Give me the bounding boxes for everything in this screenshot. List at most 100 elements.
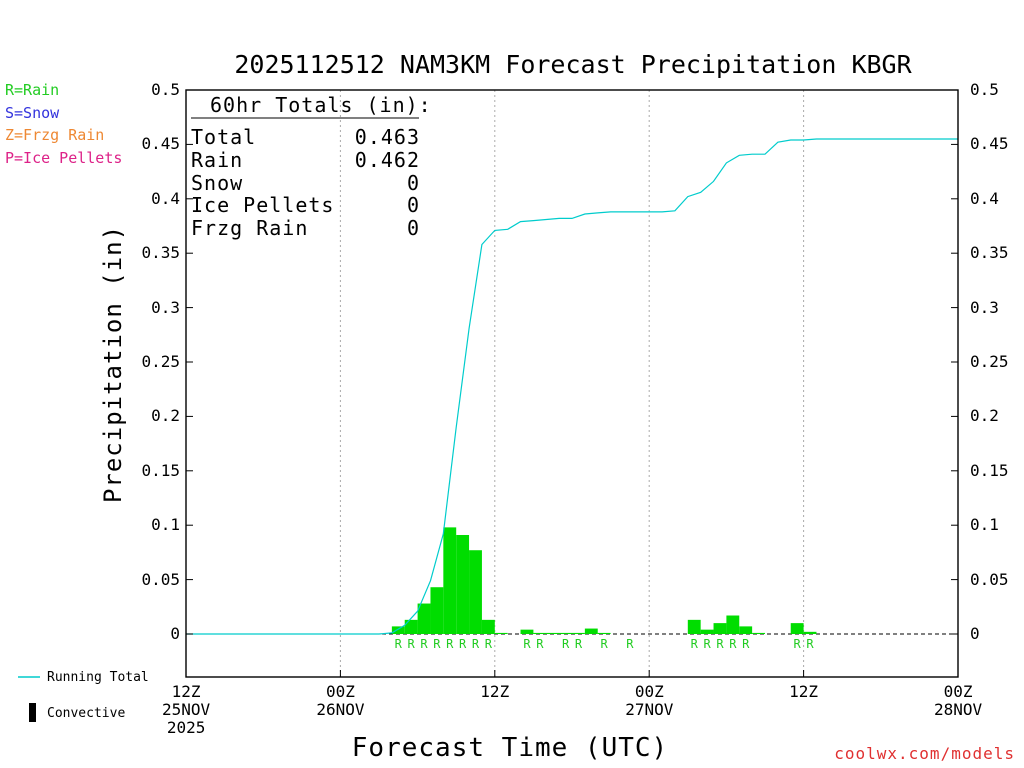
totals-row-value: 0 <box>406 170 420 195</box>
totals-row-value: 0 <box>406 193 420 218</box>
precip-type-label: R <box>729 637 737 651</box>
precip-type-label: R <box>575 637 583 651</box>
x-tick-label-line: 00Z <box>634 682 664 701</box>
type-legend-item: P=Ice Pellets <box>5 148 123 167</box>
x-tick-label: 12Z <box>789 683 818 701</box>
precip-type-label: R <box>703 637 711 651</box>
x-tick-label: 12Z 25NOV 2025 <box>162 683 210 737</box>
x-tick-label-line: 26NOV <box>316 700 365 719</box>
precip-type-label: R <box>523 637 531 651</box>
convective-swatch <box>29 703 36 722</box>
precip-type-label: R <box>420 637 428 651</box>
precip-type-label: R <box>408 637 416 651</box>
precip-type-label: R <box>716 637 724 651</box>
x-tick-label: 12Z <box>480 683 509 701</box>
precip-type-label: R <box>691 637 699 651</box>
precip-bar <box>391 626 405 634</box>
precip-type-label: R <box>806 637 814 651</box>
axes <box>185 89 959 677</box>
y-tick-label-right: 0.15 <box>970 460 1009 480</box>
y-tick-label-right: 0.35 <box>970 243 1009 263</box>
y-tick-label-left: 0.15 <box>141 460 180 480</box>
precip-bar <box>443 527 457 634</box>
precip-bar <box>430 587 444 634</box>
y-tick-label-left: 0 <box>170 624 180 643</box>
x-tick-label-line: 00Z <box>943 682 973 701</box>
precip-bar <box>584 628 598 634</box>
precip-type-label: R <box>562 637 570 651</box>
totals-row-label: Snow <box>191 170 244 195</box>
y-tick-label-right: 0.1 <box>970 515 999 535</box>
y-tick-label-right: 0.45 <box>970 134 1009 154</box>
type-legend-item: Z=Frzg Rain <box>5 126 105 145</box>
totals-header: 60hr Totals (in): <box>210 93 432 117</box>
y-tick-label-right: 0.25 <box>970 352 1009 371</box>
type-legend-item: R=Rain <box>5 81 60 99</box>
precip-bar <box>687 619 701 634</box>
precip-bar <box>404 619 418 634</box>
precip-type-label: R <box>433 637 441 651</box>
precip-bar <box>494 632 508 634</box>
y-tick-label-left: 0.05 <box>141 569 180 589</box>
y-tick-label-left: 0.5 <box>151 80 180 99</box>
x-tick-label-line: 28NOV <box>934 700 983 719</box>
chart-title: 2025112512 NAM3KM Forecast Precipitation… <box>234 50 912 79</box>
x-tick-label-line: 12Z <box>480 682 510 701</box>
y-axis-title: Precipitation (in) <box>99 224 127 504</box>
y-tick-label-right: 0.05 <box>970 569 1009 589</box>
footer-credit: coolwx.com/models <box>834 744 1015 763</box>
x-tick-label: 00Z 28NOV <box>934 683 982 719</box>
precip-bar <box>713 623 727 634</box>
precip-type-label: R <box>794 637 802 651</box>
y-tick-label-right: 0.3 <box>970 297 999 317</box>
y-tick-label-right: 0.4 <box>970 188 999 208</box>
x-tick-label-line: 25NOV <box>162 700 211 719</box>
precip-type-label: R <box>472 637 480 651</box>
precip-bar <box>572 632 585 634</box>
precip-type-label: R <box>446 637 454 651</box>
x-tick-label: 00Z 27NOV <box>625 683 673 719</box>
precip-bar <box>520 629 534 634</box>
y-tick-label-left: 0.2 <box>151 406 180 426</box>
precip-bar <box>469 550 482 634</box>
precip-bar <box>559 632 572 634</box>
precip-type-label: R <box>459 637 467 651</box>
totals-row-label: Frzg Rain <box>191 216 309 241</box>
totals-row-value: 0.463 <box>354 125 420 149</box>
running-total-line <box>186 138 958 635</box>
x-tick-label-line: 12Z <box>171 682 201 701</box>
convective-legend-label: Convective <box>47 706 126 721</box>
precip-type-label: R <box>485 637 493 651</box>
precip-bar <box>803 631 817 634</box>
precip-bar <box>417 603 431 634</box>
totals-row-label: Ice Pellets <box>191 193 335 218</box>
x-tick-label-line: 2025 <box>166 718 206 737</box>
totals-row-value: 0.462 <box>354 147 420 172</box>
x-tick-label-line: 27NOV <box>625 700 674 719</box>
x-axis-title: Forecast Time (UTC) <box>351 733 669 763</box>
y-tick-label-right: 0.5 <box>970 80 999 99</box>
y-tick-label-left: 0.35 <box>141 243 180 263</box>
y-tick-label-right: 0.2 <box>970 406 999 426</box>
totals-row-label: Rain <box>191 147 244 172</box>
precip-bar <box>790 623 804 634</box>
totals-row-label: Total <box>191 125 257 149</box>
precip-type-label: R <box>742 637 750 651</box>
precip-bar <box>726 615 740 634</box>
precip-type-label: R <box>626 637 634 651</box>
type-legend-item: S=Snow <box>5 103 60 122</box>
x-tick-label-line: 12Z <box>789 682 818 701</box>
precip-bar <box>533 632 547 634</box>
precip-bar <box>456 534 470 634</box>
precip-type-label: R <box>395 637 403 651</box>
totals-row-value: 0 <box>406 216 420 241</box>
precip-bar <box>739 626 753 634</box>
precip-type-label: R <box>536 637 544 651</box>
y-tick-label-left: 0.25 <box>141 352 180 371</box>
precip-bar <box>481 619 495 634</box>
precip-bar <box>597 632 611 634</box>
y-tick-label-right: 0 <box>970 624 980 643</box>
precip-bar <box>546 632 560 634</box>
precip-bar <box>752 632 765 634</box>
